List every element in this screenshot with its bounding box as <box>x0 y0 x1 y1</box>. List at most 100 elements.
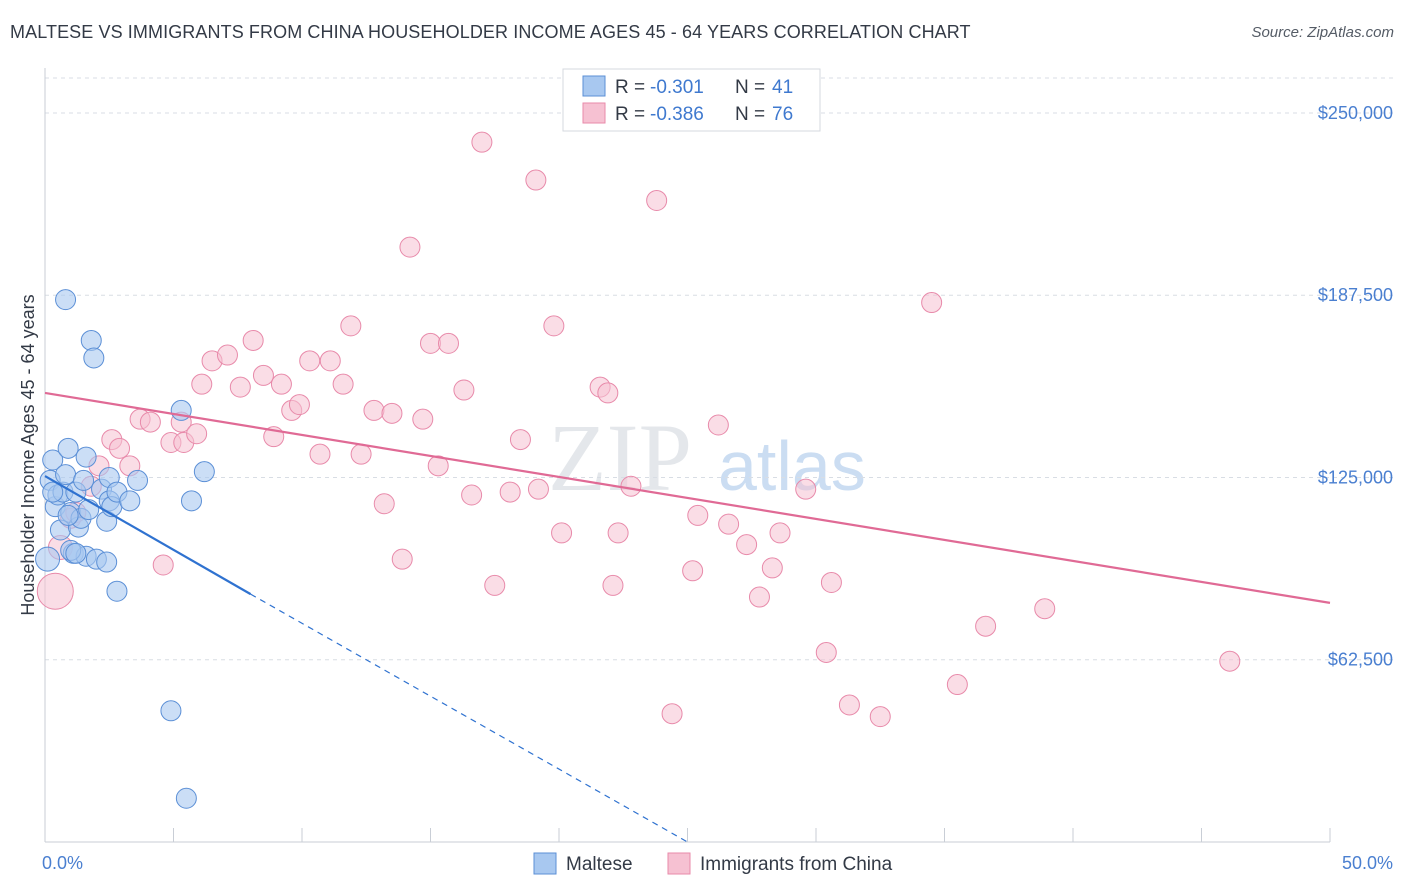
china-point <box>36 572 74 610</box>
china-point <box>453 379 475 401</box>
china-point <box>350 443 372 465</box>
maltese-point <box>35 546 61 572</box>
x-tick-label-max: 50.0% <box>1342 853 1393 873</box>
china-point <box>186 423 208 445</box>
china-point <box>270 373 292 395</box>
china-point <box>319 350 341 372</box>
maltese-point <box>106 580 128 602</box>
legend-china-r-value: -0.386 <box>650 104 704 125</box>
legend-bottom-maltese-label: Maltese <box>566 854 633 875</box>
maltese-point <box>75 446 97 468</box>
china-point <box>381 402 403 424</box>
watermark-atlas: atlas <box>718 427 866 505</box>
grid <box>45 77 1395 661</box>
china-point <box>761 557 783 579</box>
legend-maltese-r-label: R = <box>615 77 645 98</box>
china-point <box>718 513 740 535</box>
maltese-point <box>55 289 77 311</box>
china-point <box>602 574 624 596</box>
china-point <box>340 315 362 337</box>
maltese-point <box>175 787 197 809</box>
maltese-point <box>42 449 64 471</box>
china-point <box>1034 598 1056 620</box>
china-point <box>373 493 395 515</box>
china-point <box>242 329 264 351</box>
china-point <box>229 376 251 398</box>
maltese-point <box>80 329 102 351</box>
china-point <box>682 560 704 582</box>
maltese-point <box>42 481 64 503</box>
source-label: Source: ZipAtlas.com <box>1251 24 1394 41</box>
china-point <box>795 478 817 500</box>
chart-title: MALTESE VS IMMIGRANTS FROM CHINA HOUSEHO… <box>10 22 971 42</box>
china-point <box>216 344 238 366</box>
maltese-point <box>65 542 87 564</box>
maltese-point <box>83 347 105 369</box>
legend-bottom-maltese-swatch <box>533 852 557 875</box>
legend-bottom-china-swatch <box>667 852 691 875</box>
y-axis-label: Householder Income Ages 45 - 64 years <box>18 294 38 615</box>
watermark-zip: ZIP <box>548 404 692 511</box>
legend-maltese-n-value: 41 <box>772 77 793 98</box>
china-point <box>299 350 321 372</box>
china-point <box>838 694 860 716</box>
legend-bottom: Maltese Immigrants from China <box>533 852 893 875</box>
legend-bottom-china-label: Immigrants from China <box>700 854 893 875</box>
legend-maltese-swatch <box>582 75 606 97</box>
china-point <box>661 703 683 725</box>
china-point <box>869 706 891 728</box>
china-point <box>363 399 385 421</box>
maltese-point <box>55 464 77 486</box>
china-point <box>769 522 791 544</box>
maltese-point <box>119 490 141 512</box>
y-tick-label: $250,000 <box>1318 103 1393 123</box>
china-point <box>499 481 521 503</box>
china-point <box>646 189 668 211</box>
china-point <box>437 332 459 354</box>
legend-maltese-n-label: N = <box>735 77 765 98</box>
china-point <box>412 408 434 430</box>
china-point <box>152 554 174 576</box>
china-point <box>332 373 354 395</box>
china-point <box>975 615 997 637</box>
axes: $62,500 $125,000 $187,500 $250,000 0.0% 50.0% <box>42 68 1393 873</box>
china-point <box>399 236 421 258</box>
china-point <box>820 571 842 593</box>
maltese-point <box>127 469 149 491</box>
legend-top: R = -0.301 N = 41 R = -0.386 N = 76 <box>562 68 821 132</box>
china-point <box>139 411 161 433</box>
china-point <box>1219 650 1241 672</box>
china-point <box>707 414 729 436</box>
china-point <box>607 522 629 544</box>
china-point <box>748 586 770 608</box>
legend-maltese-r-value: -0.301 <box>650 77 704 98</box>
legend-china-swatch <box>582 102 606 124</box>
legend-china-n-label: N = <box>735 104 765 125</box>
china-point <box>191 373 213 395</box>
maltese-points <box>35 289 215 809</box>
china-point <box>420 332 441 354</box>
china-point <box>509 429 531 451</box>
maltese-point <box>193 461 215 483</box>
y-tick-label: $62,500 <box>1328 650 1393 670</box>
maltese-trend-extension <box>250 593 688 843</box>
china-point <box>252 364 274 386</box>
china-point <box>109 437 131 459</box>
china-point <box>288 394 310 416</box>
china-point <box>551 522 573 544</box>
y-tick-label: $187,500 <box>1318 285 1393 305</box>
china-trend-line <box>44 391 1331 604</box>
china-point <box>471 131 493 153</box>
china-point <box>946 674 968 696</box>
china-point <box>427 455 449 477</box>
trend-lines <box>44 391 1331 843</box>
china-point <box>525 169 547 191</box>
legend-china-n-value: 76 <box>772 104 793 125</box>
china-point <box>921 292 943 314</box>
maltese-point <box>57 437 79 459</box>
china-point <box>597 382 619 404</box>
maltese-point <box>180 490 202 512</box>
china-point <box>527 478 549 500</box>
china-point <box>736 534 758 556</box>
